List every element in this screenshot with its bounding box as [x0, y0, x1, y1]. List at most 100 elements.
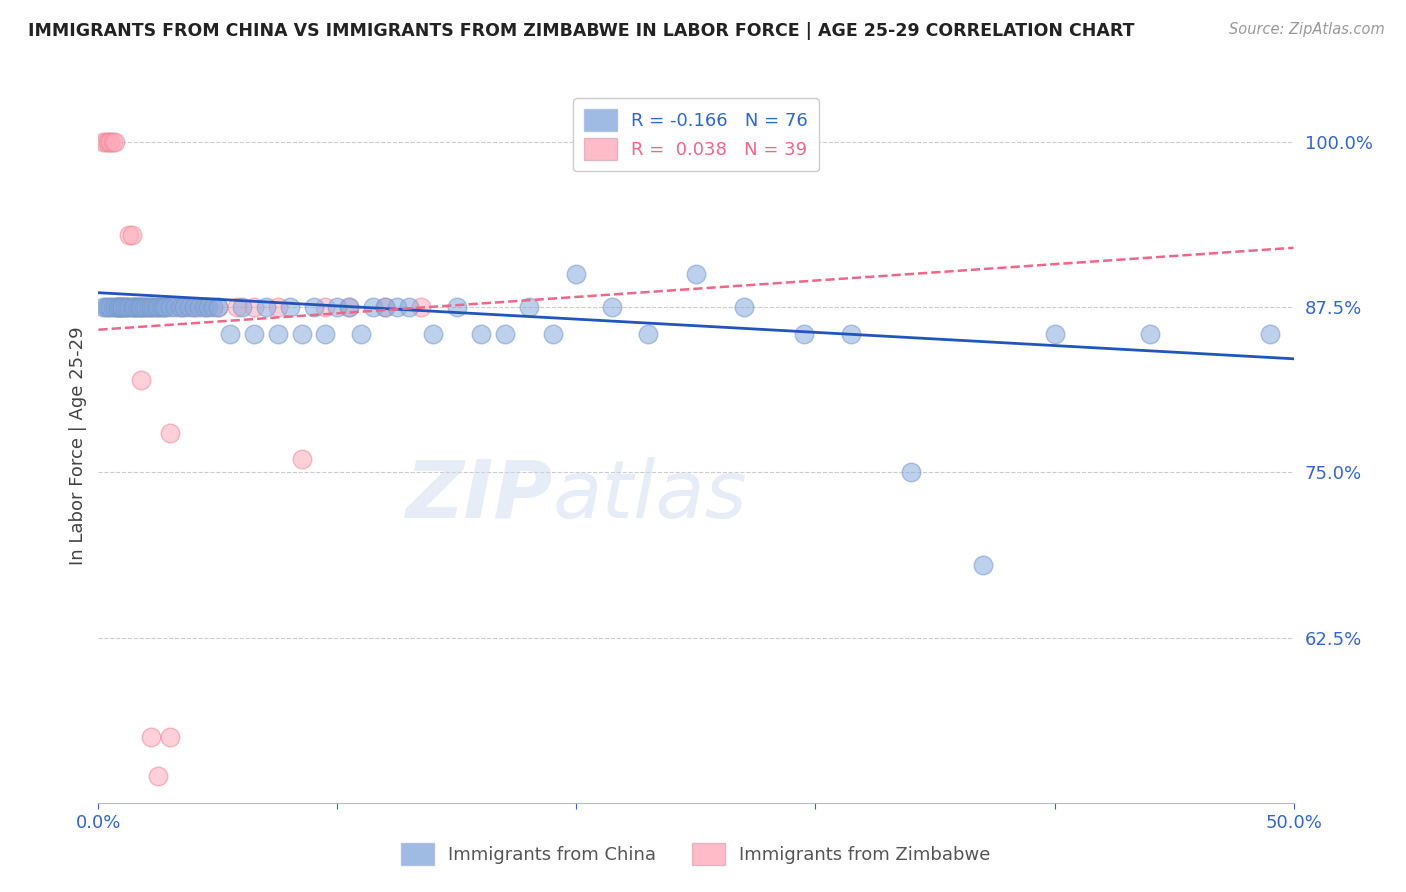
Point: [290, 452, 312, 467]
Point: [148, 769, 170, 783]
Point: [517, 300, 540, 314]
Point: [114, 300, 136, 314]
Point: [131, 373, 153, 387]
Point: [159, 425, 181, 440]
Point: [207, 300, 229, 314]
Point: [111, 300, 134, 314]
Point: [145, 300, 167, 314]
Point: [107, 300, 129, 314]
Point: [121, 300, 143, 314]
Point: [194, 300, 217, 314]
Point: [243, 326, 266, 341]
Point: [104, 135, 127, 149]
Point: [290, 326, 312, 341]
Point: [107, 300, 129, 314]
Point: [139, 300, 162, 314]
Point: [104, 300, 127, 314]
Text: IMMIGRANTS FROM CHINA VS IMMIGRANTS FROM ZIMBABWE IN LABOR FORCE | AGE 25-29 COR: IMMIGRANTS FROM CHINA VS IMMIGRANTS FROM…: [28, 22, 1135, 40]
Point: [135, 300, 157, 314]
Point: [131, 300, 153, 314]
Point: [139, 730, 162, 744]
Point: [179, 300, 201, 314]
Point: [101, 135, 124, 149]
Point: [155, 300, 177, 314]
Point: [121, 227, 143, 242]
Point: [600, 300, 623, 314]
Point: [135, 300, 157, 314]
Point: [900, 466, 922, 480]
Point: [91, 135, 114, 149]
Point: [385, 300, 409, 314]
Point: [183, 300, 205, 314]
Text: Source: ZipAtlas.com: Source: ZipAtlas.com: [1229, 22, 1385, 37]
Point: [470, 326, 492, 341]
Point: [125, 300, 148, 314]
Point: [326, 300, 349, 314]
Point: [115, 300, 138, 314]
Point: [94, 300, 117, 314]
Point: [124, 300, 146, 314]
Point: [565, 267, 588, 281]
Text: ZIP: ZIP: [405, 457, 553, 535]
Point: [1139, 326, 1161, 341]
Point: [1043, 326, 1066, 341]
Point: [91, 300, 114, 314]
Point: [159, 730, 181, 744]
Point: [131, 300, 153, 314]
Point: [398, 300, 420, 314]
Point: [172, 300, 194, 314]
Point: [637, 326, 659, 341]
Point: [243, 300, 266, 314]
Point: [108, 300, 131, 314]
Point: [446, 300, 468, 314]
Point: [124, 300, 146, 314]
Point: [733, 300, 755, 314]
Point: [1258, 326, 1281, 341]
Point: [411, 300, 433, 314]
Point: [152, 300, 174, 314]
Point: [118, 300, 141, 314]
Point: [374, 300, 396, 314]
Point: [315, 326, 337, 341]
Point: [124, 300, 146, 314]
Point: [350, 326, 373, 341]
Point: [107, 300, 129, 314]
Point: [149, 300, 172, 314]
Point: [114, 300, 136, 314]
Point: [138, 300, 160, 314]
Point: [207, 300, 229, 314]
Point: [193, 300, 215, 314]
Point: [972, 558, 994, 572]
Point: [98, 135, 122, 149]
Point: [107, 300, 129, 314]
Point: [159, 300, 181, 314]
Text: atlas: atlas: [553, 457, 748, 535]
Point: [363, 300, 385, 314]
Point: [278, 300, 301, 314]
Legend: Immigrants from China, Immigrants from Zimbabwe: Immigrants from China, Immigrants from Z…: [394, 836, 998, 872]
Point: [115, 300, 138, 314]
Point: [148, 300, 170, 314]
Point: [219, 326, 242, 341]
Point: [155, 300, 177, 314]
Point: [101, 300, 124, 314]
Point: [187, 300, 209, 314]
Point: [131, 300, 153, 314]
Point: [226, 300, 249, 314]
Point: [494, 326, 516, 341]
Point: [111, 300, 134, 314]
Point: [231, 300, 253, 314]
Point: [197, 300, 219, 314]
Point: [125, 300, 148, 314]
Point: [97, 135, 120, 149]
Point: [337, 300, 360, 314]
Point: [541, 326, 564, 341]
Point: [183, 300, 205, 314]
Point: [337, 300, 360, 314]
Point: [422, 326, 444, 341]
Point: [685, 267, 707, 281]
Point: [148, 300, 170, 314]
Point: [132, 300, 155, 314]
Point: [111, 300, 134, 314]
Point: [302, 300, 325, 314]
